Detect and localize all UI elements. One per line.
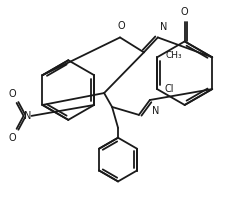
- Text: O: O: [181, 7, 188, 17]
- Text: N: N: [24, 111, 31, 121]
- Text: N: N: [152, 106, 159, 116]
- Text: O: O: [9, 133, 16, 143]
- Text: O: O: [117, 21, 125, 31]
- Text: Cl: Cl: [164, 84, 174, 94]
- Text: N: N: [160, 22, 167, 32]
- Text: O: O: [9, 89, 16, 99]
- Text: CH₃: CH₃: [165, 51, 182, 60]
